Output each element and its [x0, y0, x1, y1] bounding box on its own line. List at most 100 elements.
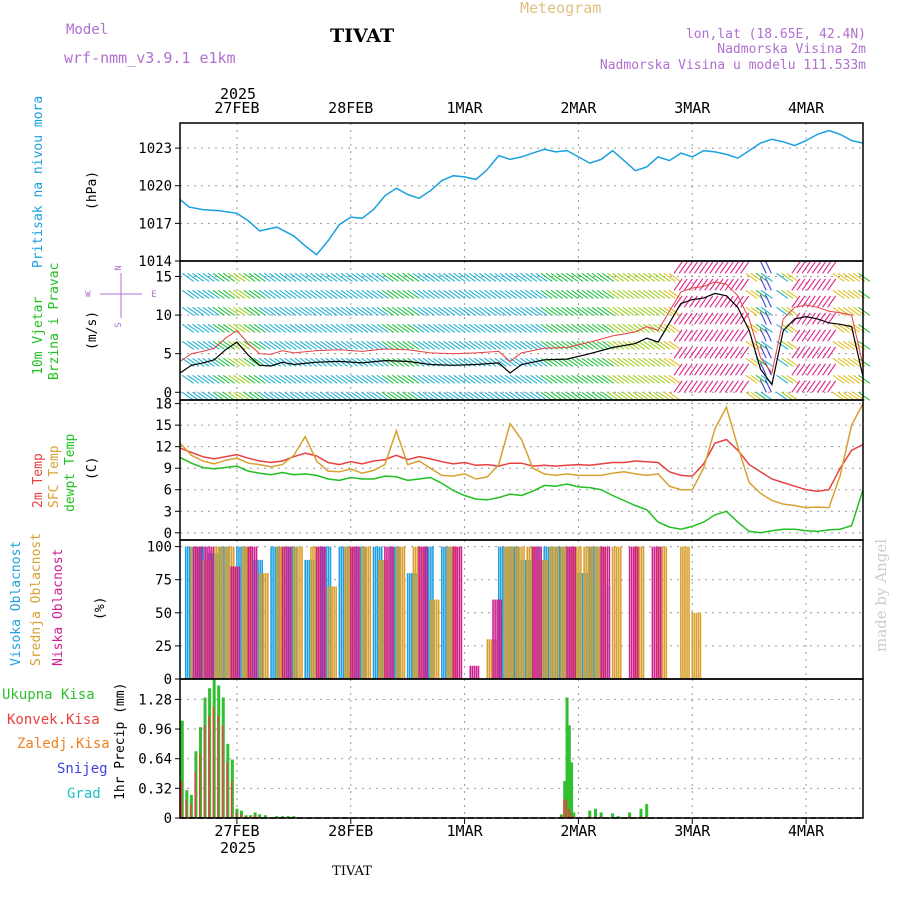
wind-arrow-129 [263, 374, 277, 384]
wind-arrow-778 [678, 346, 688, 359]
wind-arrow-388 [427, 323, 440, 333]
wind-arrow-425 [453, 374, 466, 384]
footer-station: TIVAT [332, 864, 372, 879]
wind-arrow-1010 [827, 346, 837, 359]
wind-arrow-672 [612, 391, 625, 401]
wind-arrow-680 [617, 391, 630, 401]
wind-arrow-377 [422, 374, 435, 384]
wind-arrow-98 [243, 357, 256, 367]
wind-arrow-55 [212, 272, 225, 282]
wind-arrow-257 [345, 374, 359, 384]
wind-arrow-564 [540, 323, 553, 333]
wind-arrow-897 [755, 374, 768, 384]
compass-w: W [85, 290, 91, 300]
wind-arrow-62 [217, 289, 230, 299]
wind-arrow-965 [796, 295, 806, 308]
panel-frame-4 [179, 678, 864, 819]
wind-arrow-615 [571, 272, 584, 282]
wind-arrow-472 [484, 391, 497, 401]
wind-arrow-292 [366, 323, 379, 333]
wind-arrow-437 [458, 306, 471, 316]
wind-arrow-861 [729, 295, 739, 308]
wind-arrow-737 [653, 374, 666, 384]
precip-bar-18 [263, 815, 267, 818]
wind-arrow-106 [248, 357, 261, 367]
wind-arrow-482 [489, 357, 502, 367]
wind-arrow-12 [187, 323, 200, 333]
wind-arrow-430 [453, 289, 466, 299]
precip-legend-conv: Konvek.Kisa [7, 712, 100, 728]
wind-arrow-878 [740, 278, 750, 291]
wind-arrow-256 [345, 391, 359, 401]
wind-arrow-253 [340, 306, 353, 316]
precip-legend-hail: Grad [67, 786, 101, 802]
wind-arrow-375 [417, 272, 430, 282]
wind-arrow-79 [228, 272, 241, 282]
wind-arrow-20 [192, 323, 205, 333]
wind-arrow-401 [438, 374, 451, 384]
wind-arrow-206 [310, 289, 323, 299]
wind-arrow-283 [361, 340, 374, 350]
wind-arrow-148 [274, 323, 287, 333]
wind-arrow-95 [238, 272, 251, 282]
wind-arrow-441 [463, 374, 476, 384]
wind-arrow-762 [668, 357, 681, 367]
wind-arrow-36 [202, 323, 215, 333]
wind-arrow-1000 [822, 380, 832, 393]
wind-arrow-641 [591, 374, 604, 384]
wind-arrow-269 [351, 306, 364, 316]
ytick-label-1-1: 5 [164, 347, 172, 363]
wind-arrow-404 [438, 323, 451, 333]
ytick-label-3-0: 0 [164, 672, 172, 688]
wind-arrow-788 [683, 312, 693, 325]
wind-arrow-54 [212, 289, 225, 299]
wind-arrow-469 [479, 306, 492, 316]
wind-arrow-943 [781, 272, 794, 282]
wind-arrow-577 [550, 374, 563, 384]
wind-arrow-157 [279, 306, 292, 316]
wind-arrow-627 [581, 340, 594, 350]
wind-arrow-236 [330, 323, 343, 333]
wind-arrow-56 [217, 391, 230, 401]
precip-conv-bar-30 [593, 816, 596, 818]
wind-arrow-22 [192, 289, 205, 299]
wind-arrow-859 [729, 329, 739, 342]
wind-arrow-775 [673, 261, 683, 274]
wind-arrow-813 [699, 295, 709, 308]
wind-arrow-459 [473, 340, 487, 350]
ytick-label-0-2: 1020 [138, 179, 172, 195]
wind-arrow-24 [197, 391, 210, 401]
wind-speed-line [179, 292, 864, 387]
wind-arrow-607 [566, 272, 579, 282]
wind-arrow-866 [735, 346, 744, 359]
wind-arrow-191 [299, 272, 312, 282]
wind-arrow-653 [596, 306, 610, 316]
wind-arrow-331 [391, 340, 405, 350]
wind-arrow-8 [187, 391, 200, 401]
wind-arrow-85 [233, 306, 246, 316]
wind-arrow-1027 [837, 340, 850, 350]
wind-arrow-728 [648, 391, 661, 401]
wind-arrow-674 [612, 357, 625, 367]
wind-arrow-650 [596, 357, 610, 367]
wind-arrow-192 [304, 391, 318, 401]
wind-arrow-975 [801, 261, 811, 274]
wind-arrow-432 [458, 391, 471, 401]
wind-arrow-785 [683, 363, 693, 376]
wind-arrow-946 [786, 357, 799, 367]
wind-arrow-729 [648, 374, 661, 384]
model-name: wrf-nmm_v3.9.1 e1km [64, 49, 236, 67]
wind-arrow-922 [764, 345, 772, 359]
wind-arrow-952 [791, 380, 801, 393]
wind-arrow-997 [817, 295, 826, 308]
wind-arrow-693 [622, 306, 635, 316]
wind-arrow-321 [386, 374, 399, 384]
wind-arrow-705 [632, 374, 645, 384]
wind-arrow-544 [530, 391, 543, 401]
precip-bar-25 [565, 697, 569, 818]
wind-arrow-108 [248, 323, 261, 333]
wind-arrow-552 [535, 391, 548, 401]
wind-arrow-66 [222, 357, 236, 367]
wind-arrow-764 [668, 323, 681, 333]
wind-arrow-298 [371, 357, 384, 367]
